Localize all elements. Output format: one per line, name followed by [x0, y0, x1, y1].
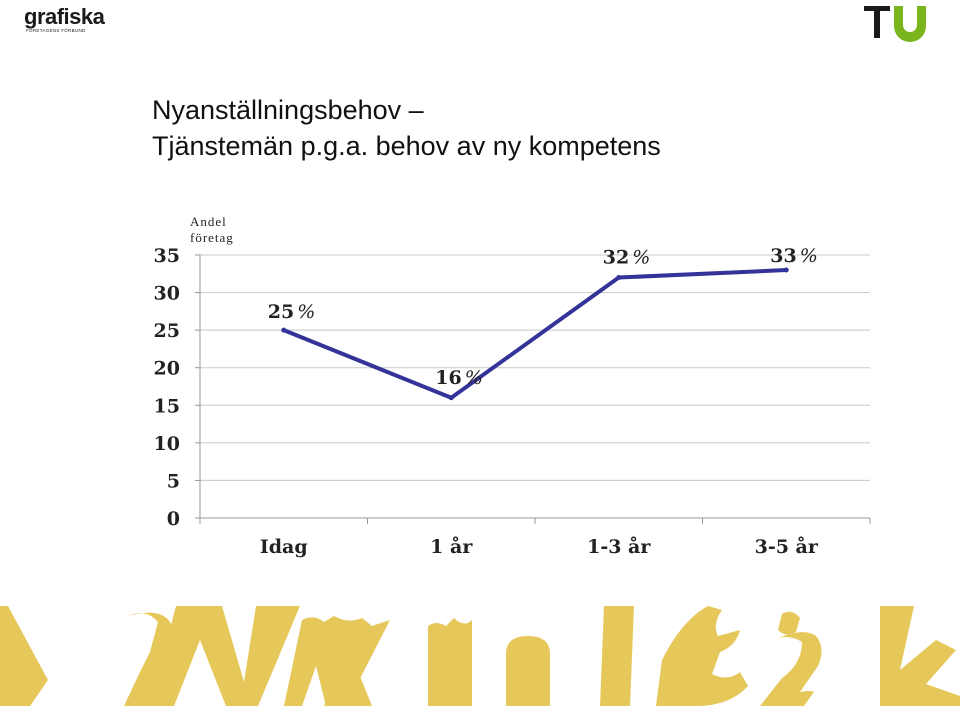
y-axis-label-line-2: företag — [190, 230, 234, 245]
x-tick-label: 1 år — [430, 535, 473, 558]
chart-series — [281, 267, 789, 401]
tu-logo-u — [894, 6, 926, 42]
y-tick-label: 20 — [154, 358, 180, 380]
data-label: 25% — [268, 301, 316, 323]
data-label: 16% — [435, 367, 483, 389]
y-tick-label: 30 — [154, 283, 180, 305]
grafiska-logo: grafiska FÖRETAGENS FÖRBUND — [24, 6, 124, 36]
grafiska-logo-word: grafiska — [24, 4, 105, 29]
slide-title-line-2: Tjänstemän p.g.a. behov av ny kompetens — [152, 131, 661, 161]
y-tick-label: 0 — [167, 508, 180, 530]
x-tick-label: 3-5 år — [755, 535, 819, 558]
chart-tick-labels: 0 5 10 15 20 25 30 35 Idag 1 år 1-3 år 3-5 år — [154, 245, 819, 558]
decorative-banner — [0, 606, 960, 706]
data-label: 32% — [603, 247, 651, 269]
y-tick-label: 15 — [154, 395, 180, 417]
series-point — [783, 267, 789, 273]
series-point — [448, 395, 454, 401]
series-point — [616, 275, 622, 281]
slide-title-line-1: Nyanställningsbehov – — [152, 95, 424, 125]
series-line — [281, 268, 789, 400]
chart-data-labels: 25 % 16 % 32% 33% — [268, 245, 818, 389]
grafiska-logo-subtitle: FÖRETAGENS FÖRBUND — [26, 28, 86, 33]
data-label: 33% — [770, 245, 818, 267]
y-axis-label-line-1: Andel — [190, 214, 227, 229]
tu-logo — [864, 6, 926, 42]
chart-axes — [195, 254, 871, 524]
y-tick-label: 5 — [167, 470, 180, 492]
y-tick-label: 10 — [154, 433, 180, 455]
banner-shapes — [0, 606, 960, 706]
y-tick-label: 35 — [154, 245, 180, 267]
x-tick-label: 1-3 år — [587, 535, 651, 558]
chart-grid — [200, 254, 870, 481]
series-point — [281, 327, 287, 333]
x-tick-label: Idag — [260, 536, 308, 558]
slide-title: Nyanställningsbehov – Tjänstemän p.g.a. … — [152, 92, 661, 164]
line-chart: 0 5 10 15 20 25 30 35 Idag 1 år 1-3 år 3-5 år 25 % 16… — [154, 214, 871, 558]
y-tick-label: 25 — [154, 320, 180, 342]
tu-logo-t-stem — [874, 6, 880, 38]
